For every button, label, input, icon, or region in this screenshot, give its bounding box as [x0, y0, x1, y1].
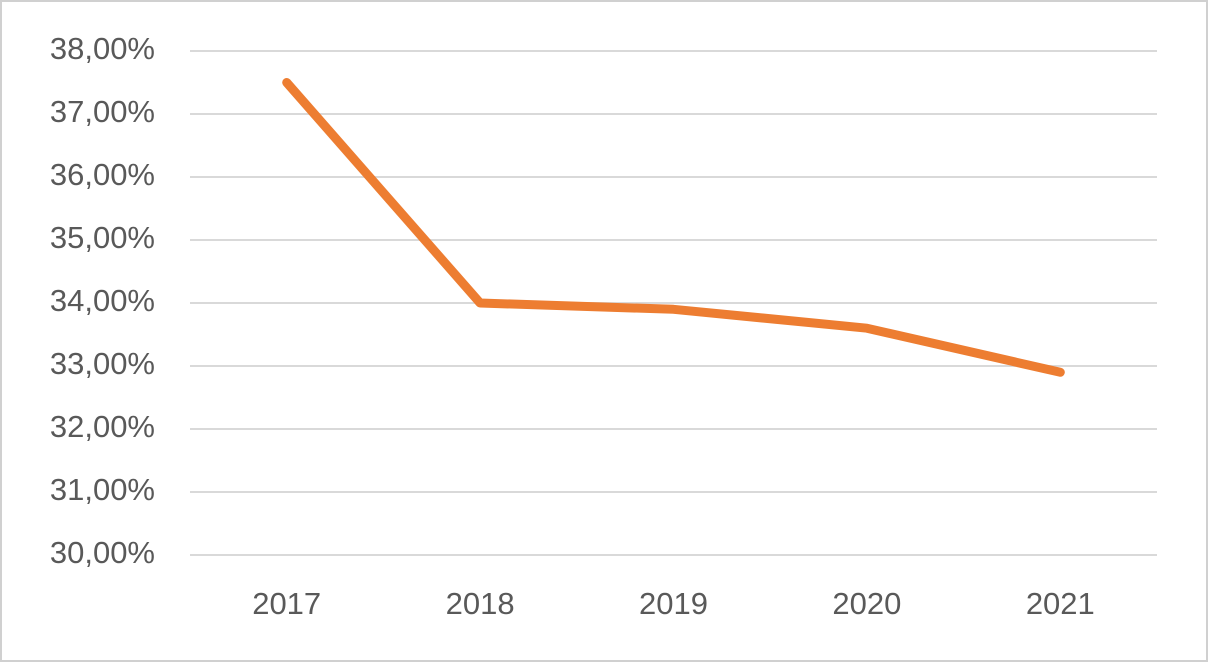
y-tick-label: 30,00% — [50, 535, 155, 570]
y-tick-label: 34,00% — [50, 283, 155, 318]
line-series — [282, 78, 1065, 377]
y-tick-label: 32,00% — [50, 409, 155, 444]
x-tick-label: 2018 — [446, 586, 515, 621]
x-tick-label: 2021 — [1026, 586, 1095, 621]
y-tick-label: 37,00% — [50, 94, 155, 129]
y-tick-label: 31,00% — [50, 472, 155, 507]
y-tick-label: 36,00% — [50, 157, 155, 192]
y-tick-label: 33,00% — [50, 346, 155, 381]
y-tick-label: 35,00% — [50, 220, 155, 255]
y-tick-label: 38,00% — [50, 31, 155, 66]
x-tick-label: 2019 — [639, 586, 708, 621]
x-tick-label: 2017 — [252, 586, 321, 621]
x-tick-label: 2020 — [832, 586, 901, 621]
